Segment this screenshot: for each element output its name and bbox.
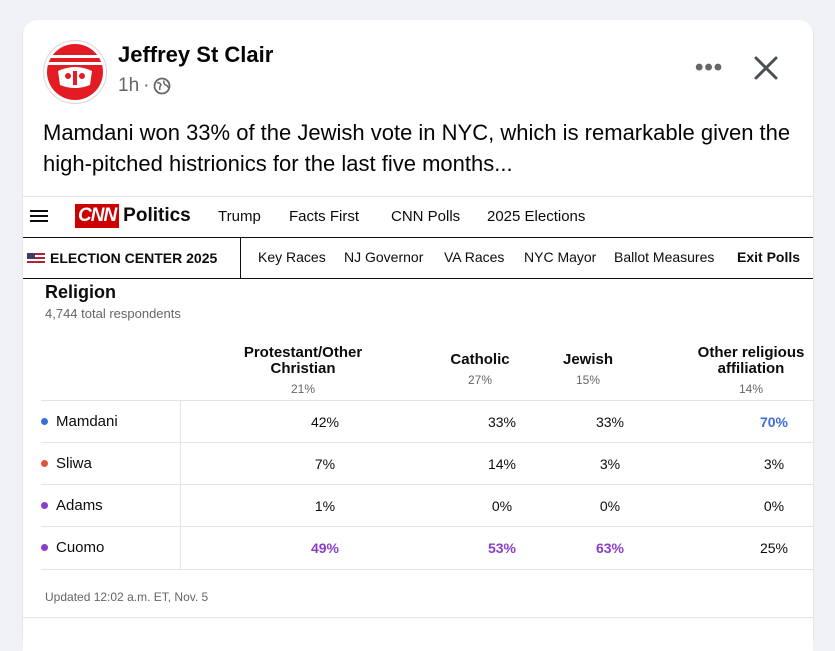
candidate-label: Cuomo [56,539,105,556]
column-share: 27% [467,373,493,387]
table-cell: 0% [763,498,785,514]
table-row-adams: Adams 1% 0% 0% 0% [41,484,813,527]
column-divider [180,527,181,569]
table-cell: 0% [599,498,621,514]
table-cell: 53% [487,540,517,556]
column-header-jewish: Jewish 15% [538,352,638,388]
avatar-logo-icon [47,44,103,100]
table-cell: 1% [314,498,336,514]
column-label: Protestant/Other Christian [243,344,363,377]
updated-timestamp: Updated 12:02 a.m. ET, Nov. 5 [45,590,209,604]
close-icon[interactable] [751,53,781,83]
respondents-count: 4,744 total respondents [45,306,181,321]
column-header-other: Other religious affiliation 14% [687,345,813,397]
author-name[interactable]: Jeffrey St Clair [118,42,274,67]
candidate-label: Adams [56,497,103,514]
election-center-label[interactable]: ELECTION CENTER 2025 [23,238,241,278]
nav-link-facts-first[interactable]: Facts First [289,208,359,225]
table-cell: 42% [310,414,340,430]
post-text: Mamdani won 33% of the Jewish vote in NY… [43,120,791,176]
table-cell: 70% [759,414,789,430]
table-cell: 14% [487,456,517,472]
candidate-dot [41,502,48,509]
column-divider [180,401,181,443]
candidate-dot [41,544,48,551]
candidate-name: Mamdani [41,413,118,430]
table-cell: 7% [314,456,336,472]
meta-separator: · [143,75,150,96]
candidate-dot [41,460,48,467]
table-cell: 49% [310,540,340,556]
table-cell: 33% [595,414,625,430]
cnn-logo-text: CNN [75,204,120,228]
nav-link-cnn-polls[interactable]: CNN Polls [391,208,461,225]
table-cell: 0% [491,498,513,514]
cnn-top-nav: CNN Politics Trump Facts First CNN Polls… [23,197,813,238]
post-meta: 1h · [118,75,171,97]
column-divider [180,485,181,527]
politics-logo-text: Politics [123,205,191,226]
post-card: Jeffrey St Clair 1h · ••• Mamdani won 33… [23,20,813,651]
subnav-nj-governor[interactable]: NJ Governor [344,249,424,265]
election-subnav: ELECTION CENTER 2025 Key Races NJ Govern… [23,237,813,279]
post-time[interactable]: 1h [118,75,140,96]
table-cell: 63% [595,540,625,556]
candidate-label: Sliwa [56,455,92,472]
subnav-exit-polls[interactable]: Exit Polls [737,249,801,265]
table-cell: 3% [599,456,621,472]
column-header-protestant: Protestant/Other Christian 21% [233,345,373,397]
candidate-label: Mamdani [56,413,118,430]
column-share: 15% [575,373,601,387]
embed-footer [23,617,813,651]
embedded-screenshot[interactable]: CNN Politics Trump Facts First CNN Polls… [23,196,813,651]
election-center-text: ELECTION CENTER 2025 [50,250,218,266]
candidate-dot [41,418,48,425]
avatar[interactable] [43,40,107,104]
section-title: Religion [45,282,116,302]
us-flag-icon [27,252,45,264]
candidate-name: Adams [41,497,103,514]
nav-link-trump[interactable]: Trump [218,208,261,225]
column-share: 21% [290,382,316,396]
column-share: 14% [738,382,764,396]
cnn-page: CNN Politics Trump Facts First CNN Polls… [23,197,813,617]
hamburger-menu-icon[interactable] [30,207,48,225]
column-label: Catholic [450,351,510,368]
column-label: Jewish [562,351,614,368]
subnav-va-races[interactable]: VA Races [444,249,505,265]
subnav-nyc-mayor[interactable]: NYC Mayor [524,249,597,265]
cnn-politics-logo[interactable]: CNN Politics [75,204,191,228]
column-header-catholic: Catholic 27% [430,352,530,388]
column-label: Other religious affiliation [697,344,805,377]
subnav-ballot-measures[interactable]: Ballot Measures [614,249,715,265]
globe-icon [154,77,171,95]
candidate-name: Cuomo [41,539,104,556]
subnav-key-races[interactable]: Key Races [258,249,326,265]
nav-link-2025-elections[interactable]: 2025 Elections [487,208,586,225]
table-row-cuomo: Cuomo 49% 53% 63% 25% [41,526,813,569]
table-row-mamdani: Mamdani 42% 33% 33% 70% [41,400,813,443]
candidate-name: Sliwa [41,455,92,472]
table-cell: 3% [763,456,785,472]
table-cell: 25% [759,540,789,556]
table-bottom-border [41,569,813,570]
column-divider [180,443,181,485]
table-cell: 33% [487,414,517,430]
more-options-button[interactable]: ••• [695,54,724,81]
table-row-sliwa: Sliwa 7% 14% 3% 3% [41,442,813,485]
